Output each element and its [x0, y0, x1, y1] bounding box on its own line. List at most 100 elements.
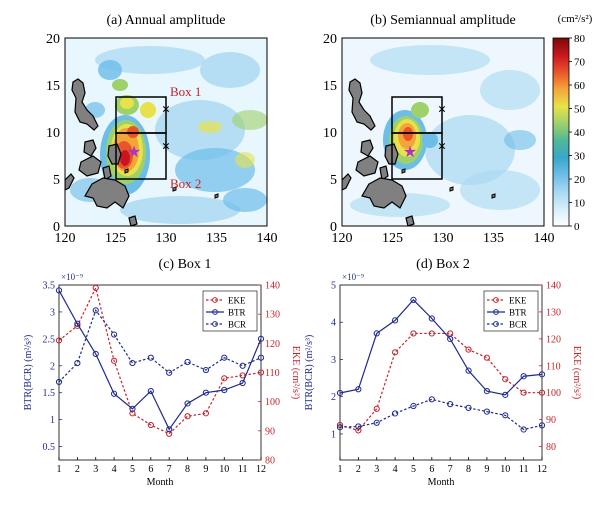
map-a-xtick: 125	[105, 231, 126, 246]
legend-marker	[212, 309, 218, 315]
point-eke	[129, 410, 136, 417]
point-bcr	[502, 412, 509, 419]
map-semiannual: (b) Semiannual amplitude × × ★ 12	[323, 13, 555, 246]
map-a-ytick: 5	[53, 173, 60, 188]
left-tick-label: 3	[331, 355, 336, 366]
colorbar: (cm²/s²) 0 10 20 30 40 50 60 70 80	[552, 13, 593, 233]
point-eke	[538, 389, 546, 396]
right-tick-label: 120	[265, 339, 280, 350]
point-bcr	[447, 401, 454, 408]
right-tick-label: 100	[265, 397, 280, 408]
point-bcr	[184, 358, 191, 366]
point-btr	[55, 287, 63, 294]
legend-label: BTR	[509, 308, 527, 318]
x-tick-label: 12	[256, 464, 266, 475]
point-btr	[147, 387, 154, 395]
x-tick-label: 11	[519, 464, 529, 475]
map-a-x-marker-2: ×	[162, 139, 171, 155]
point-btr	[355, 386, 362, 393]
right-axis-label: EKE (cm²/s²)	[571, 346, 582, 399]
series-line-btr	[339, 299, 543, 396]
legend-marker	[212, 297, 218, 303]
point-btr	[465, 367, 472, 374]
colorbar-tick-label: 70	[574, 57, 586, 69]
point-eke	[55, 337, 63, 344]
point-bcr	[74, 359, 81, 367]
left-axis-label: BTR(BCR) (m²/s³)	[23, 335, 34, 411]
point-eke	[92, 284, 99, 292]
point-eke	[221, 375, 228, 382]
map-a-box1-label: Box 1	[170, 84, 201, 99]
x-tick-label: 7	[167, 464, 172, 475]
point-bcr	[55, 378, 63, 386]
legend-label: BCR	[228, 320, 246, 330]
point-bcr	[147, 354, 154, 361]
x-tick-label: 3	[374, 464, 379, 475]
point-btr	[391, 317, 399, 324]
colorbar-tick-label: 50	[574, 104, 586, 116]
right-tick-label: 120	[546, 334, 561, 345]
left-tick-label: 2	[50, 361, 55, 372]
point-btr	[129, 405, 136, 412]
point-btr	[92, 350, 99, 358]
point-eke	[391, 349, 399, 356]
right-axis-label: EKE (cm²/s²)	[290, 346, 301, 399]
point-btr	[166, 426, 173, 433]
x-tick-label: 10	[219, 464, 229, 475]
series-line-bcr	[58, 309, 262, 383]
map-b-star: ★	[403, 144, 417, 161]
right-tick-label: 130	[265, 310, 280, 321]
x-tick-label: 4	[393, 464, 398, 475]
map-a-x-marker-1: ×	[162, 102, 171, 118]
x-tick-label: 6	[148, 464, 153, 475]
point-btr	[502, 391, 509, 398]
right-tick-label: 110	[265, 368, 280, 379]
point-eke	[257, 369, 265, 376]
colorbar-scale	[552, 37, 570, 227]
right-tick-label: 80	[546, 442, 556, 453]
series-line-eke	[339, 332, 542, 432]
left-tick-label: 3.5	[43, 281, 56, 292]
map-a-ytick: 10	[46, 126, 60, 141]
right-tick-label: 110	[546, 361, 561, 372]
left-tick-label: 5	[331, 281, 336, 292]
right-tick-label: 90	[546, 415, 556, 426]
point-eke	[355, 427, 362, 434]
left-tick-label: 4	[331, 318, 336, 329]
map-b-title: (b) Semiannual amplitude	[370, 13, 515, 28]
map-a-xtick: 130	[156, 231, 177, 246]
right-tick-label: 100	[546, 388, 561, 399]
left-tick-label: 1.5	[43, 388, 56, 399]
map-b-box2	[391, 132, 443, 180]
left-tick-label: 2.5	[43, 334, 56, 345]
point-bcr	[166, 369, 173, 376]
map-a-box2	[115, 132, 167, 180]
right-tick-label: 90	[265, 426, 275, 437]
legend-label: EKE	[228, 296, 246, 306]
point-btr	[538, 371, 546, 378]
point-btr	[520, 373, 527, 380]
point-btr	[428, 315, 435, 322]
map-b-ytick: 10	[323, 126, 337, 141]
point-eke	[110, 357, 118, 364]
legend-label: BTR	[228, 308, 246, 318]
colorbar-tick-label: 40	[574, 127, 586, 139]
x-tick-label: 1	[338, 464, 343, 475]
point-eke	[202, 410, 210, 417]
right-tick-label: 140	[546, 281, 561, 292]
x-tick-label: 3	[93, 464, 98, 475]
scale-label: ×10⁻⁹	[61, 272, 83, 282]
colorbar-tick-label: 0	[574, 221, 580, 233]
map-a-ytick: 20	[46, 32, 60, 47]
left-tick-label: 0.5	[43, 442, 56, 453]
x-tick-label: 12	[537, 464, 547, 475]
series-line-bcr	[339, 398, 543, 431]
map-b-ytick: 0	[330, 220, 337, 235]
point-eke	[166, 430, 173, 437]
right-tick-label: 130	[546, 307, 561, 318]
x-tick-label: 9	[203, 464, 208, 475]
point-bcr	[110, 331, 118, 338]
x-tick-label: 6	[429, 464, 434, 475]
x-tick-label: 8	[185, 464, 190, 475]
